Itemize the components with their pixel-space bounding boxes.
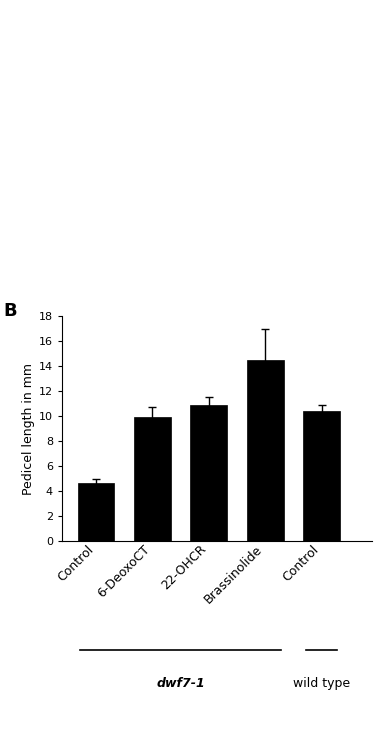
Bar bbox=[247, 360, 284, 541]
Bar bbox=[134, 417, 171, 541]
Bar bbox=[191, 405, 227, 541]
Text: dwf7-1: dwf7-1 bbox=[156, 677, 205, 690]
Text: B: B bbox=[3, 302, 17, 320]
Text: wild type: wild type bbox=[293, 677, 350, 690]
Bar bbox=[303, 411, 340, 541]
Y-axis label: Pedicel length in mm: Pedicel length in mm bbox=[22, 362, 35, 495]
Bar bbox=[78, 483, 114, 541]
Text: A: A bbox=[13, 24, 27, 41]
